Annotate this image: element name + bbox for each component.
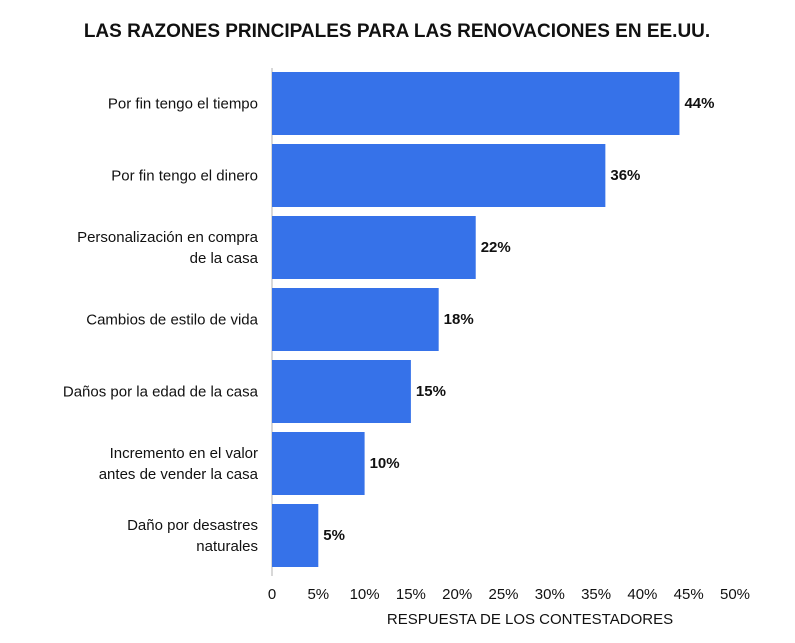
bar	[272, 144, 606, 207]
chart-title: LAS RAZONES PRINCIPALES PARA LAS RENOVAC…	[84, 21, 710, 42]
value-label: 5%	[323, 527, 345, 544]
x-tick-label: 10%	[350, 586, 380, 603]
x-tick-label: 40%	[627, 586, 657, 603]
value-label: 22%	[481, 239, 511, 256]
y-tick-label: Por fin tengo el tiempo	[107, 95, 258, 113]
x-tick-label: 50%	[720, 586, 750, 603]
x-tick-label: 45%	[674, 586, 704, 603]
value-label: 18%	[444, 311, 474, 328]
value-label: 36%	[610, 167, 640, 184]
x-tick-label: 20%	[442, 586, 472, 603]
x-tick-label: 5%	[307, 586, 329, 603]
bar	[272, 432, 365, 495]
y-tick-label: Cambios de estilo de vida	[86, 311, 258, 329]
bar	[272, 216, 476, 279]
y-tick-label: Incremento en el valor antes de vender l…	[98, 445, 258, 483]
bar	[272, 504, 319, 567]
value-label: 10%	[370, 455, 400, 472]
bar	[272, 360, 411, 423]
value-label: 44%	[684, 95, 714, 112]
y-tick-label: Personalización en compra de la casa	[77, 229, 258, 267]
y-tick-label: Daños por la edad de la casa	[62, 383, 258, 401]
x-tick-label: 30%	[535, 586, 565, 603]
bar	[272, 288, 439, 351]
y-tick-label: Daño por desastres naturales	[127, 517, 258, 555]
x-tick-label: 0	[268, 586, 276, 603]
bar	[272, 72, 680, 135]
y-tick-label: Por fin tengo el dinero	[111, 167, 258, 185]
value-label: 15%	[416, 383, 446, 400]
x-tick-label: 15%	[396, 586, 426, 603]
x-tick-label: 35%	[581, 586, 611, 603]
x-axis-label: RESPUESTA DE LOS CONTESTADORES	[387, 611, 673, 628]
x-tick-label: 25%	[488, 586, 518, 603]
